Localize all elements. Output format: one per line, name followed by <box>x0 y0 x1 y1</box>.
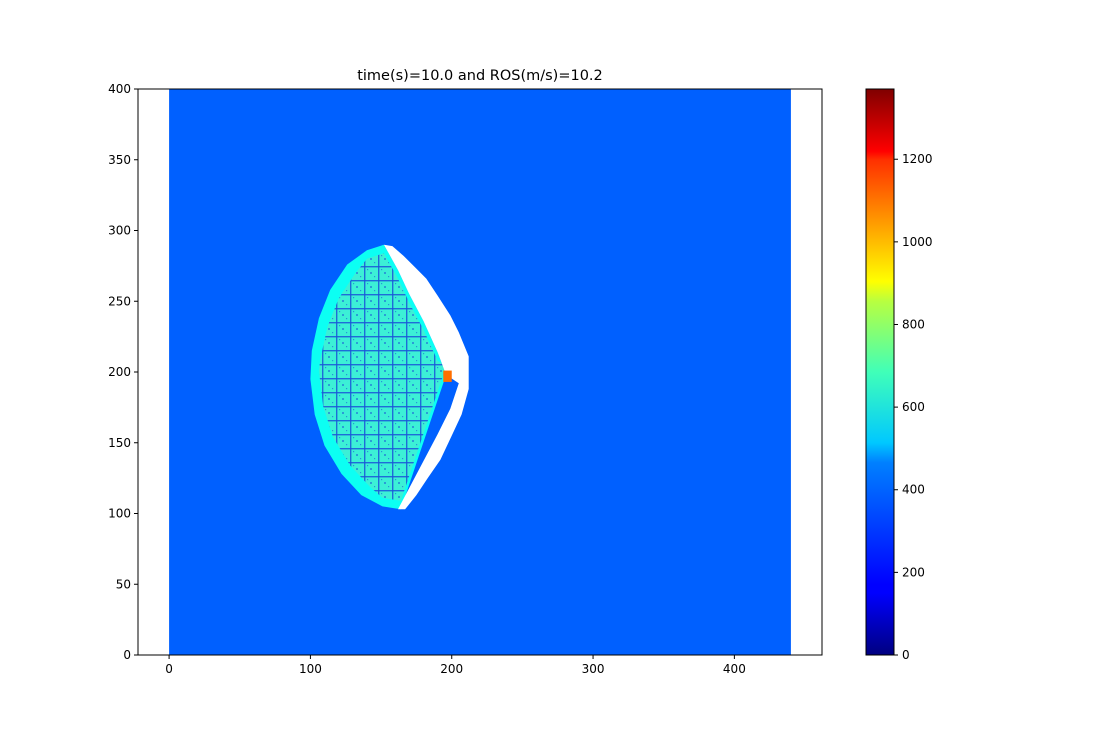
colorbar-tick-label: 200 <box>902 565 925 579</box>
y-tick-label: 350 <box>108 153 131 167</box>
colorbar-tick-label: 400 <box>902 483 925 497</box>
x-tick-label: 0 <box>165 662 173 676</box>
y-axis: 0 50 100 150 200 250 300 350 400 <box>108 82 138 662</box>
y-tick-label: 250 <box>108 294 131 308</box>
x-tick-label: 200 <box>440 662 463 676</box>
colorbar-tick-label: 600 <box>902 400 925 414</box>
burning-zone-cells <box>318 253 447 501</box>
chart-title: time(s)=10.0 and ROS(m/s)=10.2 <box>357 68 603 84</box>
y-tick-label: 300 <box>108 224 131 238</box>
colorbar <box>865 88 895 656</box>
y-tick-label: 400 <box>108 82 131 96</box>
colorbar-tick-label: 0 <box>902 648 910 662</box>
y-tick-label: 150 <box>108 436 131 450</box>
plot-area <box>169 89 791 655</box>
colorbar-tick-label: 1200 <box>902 152 933 166</box>
x-tick-label: 100 <box>299 662 322 676</box>
colorbar-tick-label: 1000 <box>902 235 933 249</box>
y-tick-label: 200 <box>108 365 131 379</box>
y-tick-label: 50 <box>116 577 131 591</box>
x-axis: 0 100 200 300 400 <box>165 655 746 676</box>
colorbar-axis: 0 200 400 600 800 1000 1200 <box>894 152 933 662</box>
heatmap-background <box>169 89 791 655</box>
x-tick-label: 300 <box>582 662 605 676</box>
x-tick-label: 400 <box>723 662 746 676</box>
y-tick-label: 0 <box>123 648 131 662</box>
burnt-front-region <box>383 244 469 510</box>
y-tick-label: 100 <box>108 507 131 521</box>
hotspot-mark <box>443 370 452 382</box>
colorbar-tick-label: 800 <box>902 317 925 331</box>
